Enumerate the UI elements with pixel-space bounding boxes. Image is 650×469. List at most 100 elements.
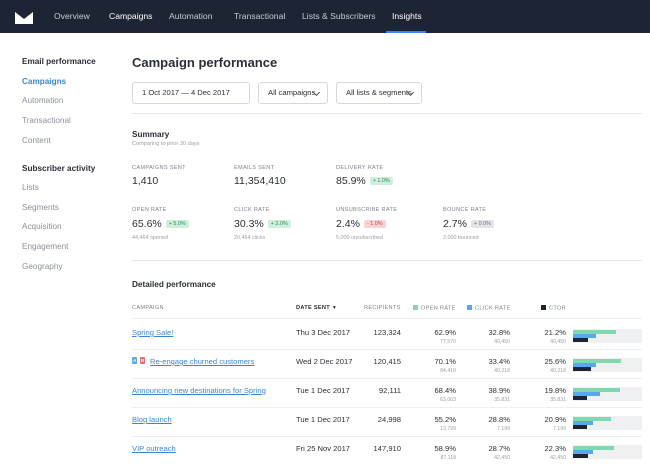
nav-transactional[interactable]: Transactional: [234, 11, 286, 21]
metric-click-rate-value: 30.3% + 2.0%: [234, 218, 291, 230]
recipients-cell: 123,324: [373, 328, 401, 337]
open-rate-bar: [573, 417, 612, 421]
col-ctor-label: CTOR: [549, 305, 566, 312]
sidebar-item-content[interactable]: Content: [22, 136, 51, 145]
ctor-bar: [573, 454, 589, 458]
lists-select-value: All lists & segments: [346, 88, 412, 97]
divider: [132, 113, 642, 114]
col-open-rate-label: OPEN RATE: [421, 305, 456, 312]
open-rate-bar: [573, 330, 617, 334]
col-click-rate-header[interactable]: CLICK RATE: [467, 305, 511, 312]
sidebar-item-campaigns[interactable]: Campaigns: [22, 77, 67, 86]
sidebar-item-geography[interactable]: Geography: [22, 262, 63, 271]
campaign-link[interactable]: Spring Sale!: [132, 328, 174, 337]
metric-bounce-rate-sub: 2,000 bounced: [443, 235, 479, 241]
date-sent-cell: Wed 2 Dec 2017: [296, 357, 353, 366]
nav-overview[interactable]: Overview: [54, 11, 90, 21]
click-rate-bar: [573, 392, 600, 396]
open-rate-cell: 62.9%: [434, 328, 456, 337]
metric-campaigns-sent-value: 1,410: [132, 175, 158, 187]
ctor-count-cell: 40,218: [550, 368, 566, 374]
change-badge: + 1.0%: [369, 177, 393, 185]
sidebar-item-lists[interactable]: Lists: [22, 183, 39, 192]
metric-value-text: 85.9%: [336, 175, 366, 187]
detailed-title: Detailed performance: [132, 280, 216, 289]
open-rate-cell: 58.9%: [434, 444, 456, 453]
recipients-cell: 120,415: [373, 357, 401, 366]
click-rate-bar: [573, 450, 593, 454]
campaign-link[interactable]: Blog launch: [132, 415, 172, 424]
metric-value-text: 11,354,410: [234, 175, 286, 187]
click-count-cell: 35,831: [494, 397, 510, 403]
nav-insights[interactable]: Insights: [392, 11, 422, 21]
click-rate-bar: [573, 363, 596, 367]
col-date-sent-label: DATE SENT: [296, 305, 330, 311]
click-count-cell: 40,450: [494, 339, 510, 345]
open-count-cell: 13,799: [440, 426, 456, 432]
nav-automation[interactable]: Automation: [169, 11, 213, 21]
click-rate-bar: [573, 421, 593, 425]
col-campaign-header[interactable]: CAMPAIGN: [132, 305, 164, 311]
nav-lists-subscribers[interactable]: Lists & Subscribers: [302, 11, 376, 21]
open-count-cell: 84,410: [440, 368, 456, 374]
ctor-bar: [573, 425, 588, 429]
row-divider: [132, 378, 642, 379]
col-click-rate-label: CLICK RATE: [475, 305, 511, 312]
metric-emails-sent-label: EMAILS SENT: [234, 165, 275, 171]
change-badge: - 1.0%: [363, 220, 386, 228]
ctor-bar: [573, 338, 588, 342]
metric-bounce-rate-value: 2.7% + 0.0%: [443, 218, 494, 230]
metric-delivery-rate-label: DELIVERY RATE: [336, 165, 384, 171]
col-date-sent-header[interactable]: DATE SENT ▼: [296, 305, 337, 311]
envelope-logo-icon[interactable]: [14, 9, 34, 25]
nav-campaigns[interactable]: Campaigns: [109, 11, 153, 21]
ctor-cell: 20.9%: [544, 415, 566, 424]
col-open-rate-header[interactable]: OPEN RATE: [413, 305, 456, 312]
lists-segments-select[interactable]: All lists & segments: [336, 82, 422, 104]
divider: [132, 260, 642, 261]
open-count-cell: 87,118: [440, 455, 456, 461]
sidebar-heading-subscriber: Subscriber activity: [22, 164, 96, 173]
campaign-link[interactable]: VIP outreach: [132, 444, 176, 453]
ctor-count-cell: 7,199: [553, 426, 566, 432]
click-rate-legend-icon: [467, 305, 472, 310]
date-sent-cell: Thu 3 Dec 2017: [296, 328, 351, 337]
row-divider: [132, 349, 642, 350]
performance-bar-track: [573, 416, 642, 430]
click-count-cell: 40,218: [494, 368, 510, 374]
ctor-cell: 25.6%: [544, 357, 566, 366]
campaign-link[interactable]: Re-engage churned customers: [150, 357, 255, 366]
date-range-value: 1 Oct 2017 — 4 Dec 2017: [142, 88, 230, 97]
ctor-count-cell: 42,450: [550, 455, 566, 461]
click-rate-cell: 28.8%: [488, 415, 510, 424]
campaign-link[interactable]: Announcing new destinations for Spring: [132, 386, 266, 395]
ctor-bar: [573, 396, 587, 400]
performance-bar-track: [573, 358, 642, 372]
metric-value-text: 2.4%: [336, 218, 360, 230]
sidebar-item-segments[interactable]: Segments: [22, 203, 59, 212]
table-header-divider: [132, 318, 642, 319]
col-ctor-header[interactable]: CTOR: [541, 305, 566, 312]
metric-value-text: 30.3%: [234, 218, 264, 230]
campaigns-select-value: All campaigns: [268, 88, 316, 97]
click-count-cell: 42,450: [494, 455, 510, 461]
date-range-picker[interactable]: 1 Oct 2017 — 4 Dec 2017: [132, 82, 250, 104]
metric-value-text: 2.7%: [443, 218, 467, 230]
metric-click-rate-sub: 20,464 clicks: [234, 235, 266, 241]
open-rate-bar: [573, 388, 621, 392]
sidebar-item-transactional[interactable]: Transactional: [22, 116, 71, 125]
date-sent-cell: Tue 1 Dec 2017: [296, 386, 350, 395]
metric-click-rate-label: CLICK RATE: [234, 207, 270, 213]
ctor-cell: 21.2%: [544, 328, 566, 337]
col-recipients-header[interactable]: RECIPIENTS: [364, 305, 401, 311]
sidebar-item-acquisition[interactable]: Acquisition: [22, 222, 62, 231]
sidebar-item-automation[interactable]: Automation: [22, 96, 64, 105]
click-count-cell: 7,199: [497, 426, 510, 432]
recipients-cell: 24,998: [377, 415, 401, 424]
sidebar-item-engagement[interactable]: Engagement: [22, 242, 69, 251]
campaigns-select[interactable]: All campaigns: [258, 82, 328, 104]
ctor-count-cell: 40,450: [550, 339, 566, 345]
metric-open-rate-label: OPEN RATE: [132, 207, 167, 213]
open-rate-cell: 68.4%: [434, 386, 456, 395]
change-badge: + 5.0%: [165, 220, 189, 228]
